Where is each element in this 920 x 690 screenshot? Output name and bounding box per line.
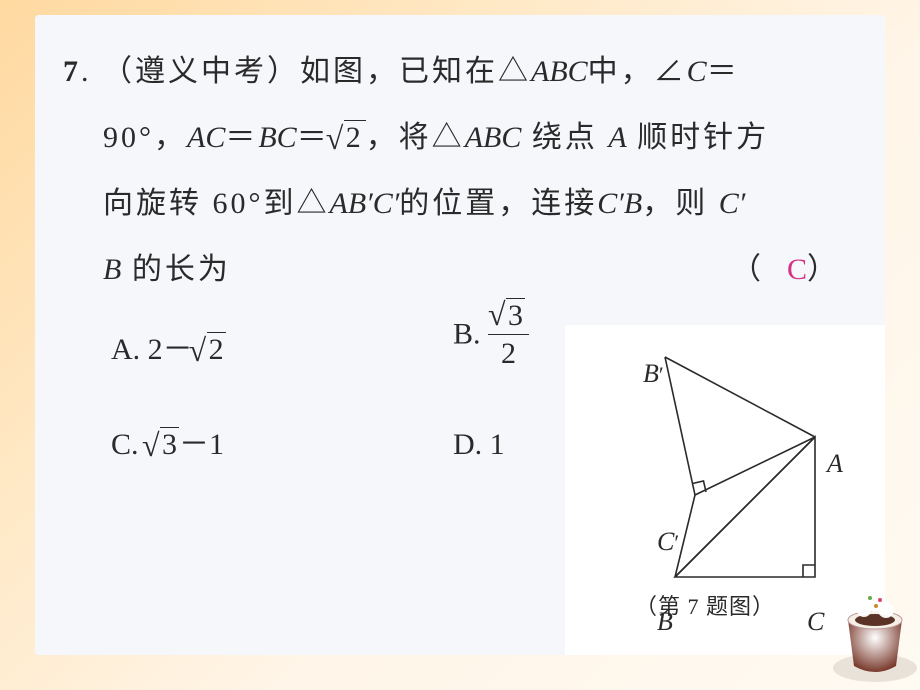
var-b: B bbox=[103, 253, 121, 286]
sqrt-2-a: 2 bbox=[193, 317, 226, 383]
sqrt-2: 2 bbox=[330, 105, 366, 171]
var-abc: ABC bbox=[531, 55, 588, 88]
choice-a-tail: 2－ bbox=[148, 333, 193, 366]
choice-c-tail: －1 bbox=[179, 428, 224, 461]
var-c: C bbox=[687, 55, 707, 88]
var-abpcp: AB′C′ bbox=[330, 187, 400, 220]
var-ac: AC bbox=[187, 121, 225, 154]
choice-c: C. 3－1 bbox=[111, 412, 224, 478]
var-bc: BC bbox=[258, 121, 296, 154]
text-seg: 向旋转 60°到△ bbox=[103, 187, 330, 220]
text-seg: ＝ bbox=[225, 121, 258, 154]
choice-a: A. 2－2 bbox=[111, 317, 226, 383]
line-3: 向旋转 60°到△AB′C′的位置，连接C′B，则 C′ bbox=[63, 171, 857, 237]
sprinkle-1 bbox=[878, 598, 882, 602]
line-1: 7. （遵义中考）如图，已知在△ABC中，∠C＝ bbox=[63, 39, 857, 105]
choice-b-letter: B. bbox=[453, 318, 488, 351]
choice-a-letter: A. bbox=[111, 333, 148, 366]
corner-decoration bbox=[780, 550, 920, 690]
text-seg: 的长为 bbox=[121, 253, 231, 286]
choice-d-val: 1 bbox=[490, 428, 505, 461]
label-cp: C′ bbox=[657, 513, 679, 570]
label-bp: B′ bbox=[643, 345, 664, 402]
source-tag: （遵义中考） bbox=[102, 55, 300, 88]
paren-right: ） bbox=[807, 237, 837, 303]
choice-d-letter: D. bbox=[453, 428, 490, 461]
choice-c-letter: C. bbox=[111, 428, 146, 461]
text-seg: 绕点 bbox=[521, 121, 608, 154]
sprinkle-2 bbox=[868, 596, 872, 600]
text-seg: 的位置，连接 bbox=[399, 187, 597, 220]
var-cpb: C′B bbox=[597, 187, 642, 220]
text-seg: ＝ bbox=[707, 55, 740, 88]
line-2: 90°，AC＝BC＝2，将△ABC 绕点 A 顺时针方 bbox=[63, 105, 857, 171]
choice-d: D. 1 bbox=[453, 412, 505, 478]
var-a: A bbox=[608, 121, 626, 154]
question-number: 7 bbox=[63, 55, 81, 88]
answer-letter: C bbox=[787, 237, 807, 303]
sprinkle-3 bbox=[874, 604, 878, 608]
question-card: 7. （遵义中考）如图，已知在△ABC中，∠C＝ 90°，AC＝BC＝2，将△A… bbox=[35, 15, 885, 655]
text-seg: 顺时针方 bbox=[627, 121, 770, 154]
figure-caption: （第 7 题图） bbox=[635, 583, 775, 631]
label-a: A bbox=[827, 435, 843, 492]
sqrt-3-c: 3 bbox=[146, 412, 179, 478]
cream-2 bbox=[878, 602, 894, 618]
text-seg: ，将△ bbox=[366, 121, 465, 154]
sqrt-3-b: 3 bbox=[492, 299, 525, 332]
text-seg: 如图，已知在△ bbox=[300, 55, 531, 88]
paren-left: （ bbox=[731, 237, 761, 303]
choice-b: B. 32 bbox=[453, 299, 529, 370]
var-cp: C′ bbox=[719, 187, 746, 220]
choice-b-frac: 32 bbox=[488, 299, 529, 370]
var-abc2: ABC bbox=[465, 121, 522, 154]
text-seg: ，则 bbox=[642, 187, 719, 220]
text-seg: 中，∠ bbox=[588, 55, 687, 88]
dot: . bbox=[81, 55, 102, 88]
cream-3 bbox=[857, 603, 871, 617]
text-seg: 90°， bbox=[103, 121, 187, 154]
line-4: B 的长为 （ C ） bbox=[63, 237, 857, 303]
